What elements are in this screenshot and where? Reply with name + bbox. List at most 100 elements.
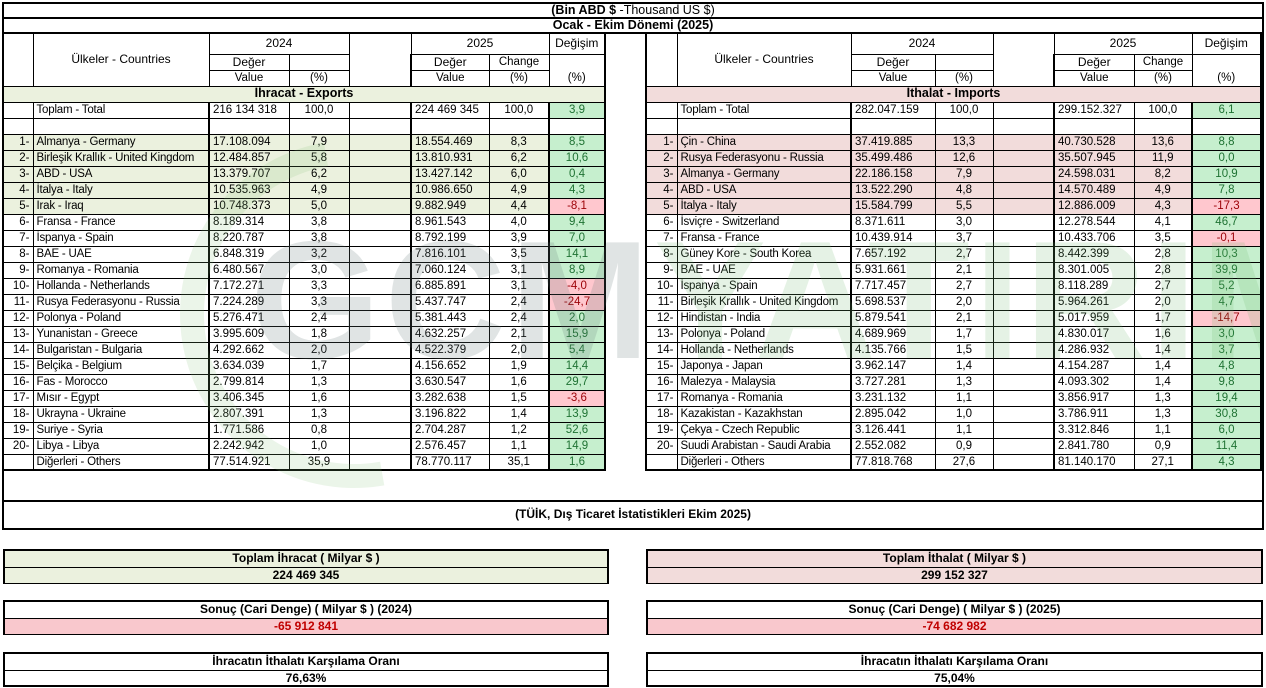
year-2025-header: 2025 (1053, 32, 1193, 55)
value-2025-cell: 8.961.543 (410, 213, 490, 231)
value-2024-cell: 8.189.314 (208, 213, 290, 231)
pct-header: (%) (1133, 70, 1193, 87)
country-row: 6- Fransa - France 8.189.314 3,8 8.961.543 4,… (2, 213, 606, 231)
value-2025-cell: 4.093.302 (1053, 373, 1135, 391)
pct-2024-cell: 1,3 (288, 373, 350, 391)
country-cell: Hollanda - Netherlands (676, 341, 852, 359)
total-change: 3,9 (548, 101, 606, 119)
unit-title-bold: (Bin ABD $ (551, 3, 617, 17)
pct-2024-cell: 3,0 (934, 213, 994, 231)
spacer-cell (348, 149, 412, 167)
change-header-en: Change (488, 53, 550, 71)
change-cell: 4,8 (1191, 357, 1262, 375)
pct-2025-cell: 2,4 (488, 293, 550, 311)
imports-table: Ülkeler - Countries 2024 2025 Değişim De… (645, 32, 1262, 471)
pct-2025-cell: 3,5 (1133, 229, 1193, 247)
country-row: 19- Suriye - Syria 1.771.586 0,8 2.704.287 1,… (2, 421, 606, 439)
value-2024-cell: 3.634.039 (208, 357, 290, 375)
spacer-cell (348, 373, 412, 391)
value-2025-cell: 24.598.031 (1053, 165, 1135, 183)
change-cell: 8,8 (1191, 133, 1262, 151)
value-2025-cell: 40.730.528 (1053, 133, 1135, 151)
spacer-cell (992, 149, 1055, 167)
country-cell: Mısır - Egypt (32, 389, 210, 407)
others-label: Diğerleri - Others (676, 453, 852, 471)
rank-cell: 9- (2, 261, 34, 279)
country-row: 5- Irak - Iraq 10.748.373 5,0 9.882.949 4,4 -8… (2, 197, 606, 215)
change-cell: -8,1 (548, 197, 606, 215)
pct-2025-cell: 1,9 (488, 357, 550, 375)
value-2024-cell: 2.895.042 (850, 405, 936, 423)
spacer-cell (348, 421, 412, 439)
spacer-cell (348, 133, 412, 151)
change-cell: -0,1 (1191, 229, 1262, 247)
country-row: 15- Japonya - Japan 3.962.147 1,4 4.154.287 1… (645, 357, 1262, 375)
spacer-cell (992, 245, 1055, 263)
value-2025-cell: 3.196.822 (410, 405, 490, 423)
spacer-cell (348, 277, 412, 295)
value-2024-cell: 10.439.914 (850, 229, 936, 247)
country-cell: Suriye - Syria (32, 421, 210, 439)
value-2024-cell: 15.584.799 (850, 197, 936, 215)
value-2025-cell: 10.433.706 (1053, 229, 1135, 247)
rank-cell: 7- (645, 229, 678, 247)
country-cell: Libya - Libya (32, 437, 210, 455)
country-row: 1- Çin - China 37.419.885 13,3 40.730.528 13,… (645, 133, 1262, 151)
exports-band-row: İhracat - Exports (2, 85, 606, 103)
change-cell: -14,7 (1191, 309, 1262, 327)
pct-2025-cell: 1,5 (488, 389, 550, 407)
country-cell: Fransa - France (32, 213, 210, 231)
pct-2024-cell: 0,9 (934, 437, 994, 455)
country-cell: Irak - Iraq (32, 197, 210, 215)
value-2024-cell: 4.292.662 (208, 341, 290, 359)
value-2025-cell: 13.810.931 (410, 149, 490, 167)
imports-header: Ülkeler - Countries 2024 2025 Değişim De… (645, 32, 1262, 135)
value-2025-cell: 7.060.124 (410, 261, 490, 279)
imports-others-row: Diğerleri - Others 77.818.768 27,6 81.14… (645, 453, 1262, 471)
country-cell: İtalya - Italy (676, 197, 852, 215)
country-cell: Çin - China (676, 133, 852, 151)
rank-cell: 8- (645, 245, 678, 263)
spacer-cell (992, 405, 1055, 423)
value-header-tr: Değer (410, 53, 490, 71)
total-imports-label: Toplam İthalat ( Milyar $ ) (648, 551, 1261, 568)
country-row: 8- BAE - UAE 6.848.319 3,2 7.816.101 3,5 14,1 (2, 245, 606, 263)
change-header-tr: Değişim (548, 32, 606, 55)
pct-2024-cell: 5,8 (288, 149, 350, 167)
exports-others-row: Diğerleri - Others 77.514.921 35,9 78.77… (2, 453, 606, 471)
header-deger-row: Değer Değer Change (3, 53, 605, 71)
rank-cell: 17- (645, 389, 678, 407)
pct-2025-cell: 4,9 (1133, 181, 1193, 199)
coverage-ratio-label: İhracatın İthalatı Karşılama Oranı (648, 654, 1261, 671)
pct-2024-cell: 2,1 (934, 261, 994, 279)
spacer-cell (992, 357, 1055, 375)
rank-cell: 7- (2, 229, 34, 247)
value-2024-cell: 4.135.766 (850, 341, 936, 359)
spacer-cell (992, 293, 1055, 311)
spacer-cell (348, 261, 412, 279)
pct-2024-cell: 1,4 (934, 357, 994, 375)
balance-2025-box: Sonuç (Cari Denge) ( Milyar $ ) (2025) -… (646, 600, 1263, 635)
rank-cell: 11- (2, 293, 34, 311)
header-year-row: Ülkeler - Countries 2024 2025 Değişim (2, 32, 606, 87)
pct-2025-cell: 2,7 (1133, 277, 1193, 295)
value-2024-cell: 2.807.391 (208, 405, 290, 423)
pct-2024-cell: 2,7 (934, 245, 994, 263)
value-2024-cell: 3.406.345 (208, 389, 290, 407)
change-cell: 10,3 (1191, 245, 1262, 263)
country-cell: Hindistan - India (676, 309, 852, 327)
pct-2024-cell: 0,8 (288, 421, 350, 439)
pct-2024-cell: 2,0 (934, 293, 994, 311)
spacer-cell (348, 437, 412, 455)
pct-2024-cell: 7,9 (934, 165, 994, 183)
value-2024-cell: 2.552.082 (850, 437, 936, 455)
value-2025-cell: 12.886.009 (1053, 197, 1135, 215)
pct-2025-cell: 1,2 (488, 421, 550, 439)
value-2024-cell: 12.484.857 (208, 149, 290, 167)
pct-2025-cell: 6,0 (488, 165, 550, 183)
rank-cell: 6- (645, 213, 678, 231)
value-2024-cell: 3.995.609 (208, 325, 290, 343)
value-2025-cell: 4.156.652 (410, 357, 490, 375)
coverage-ratio-left-box: İhracatın İthalatı Karşılama Oranı 76,63… (3, 652, 609, 687)
pct-2025-cell: 1,3 (1133, 405, 1193, 423)
